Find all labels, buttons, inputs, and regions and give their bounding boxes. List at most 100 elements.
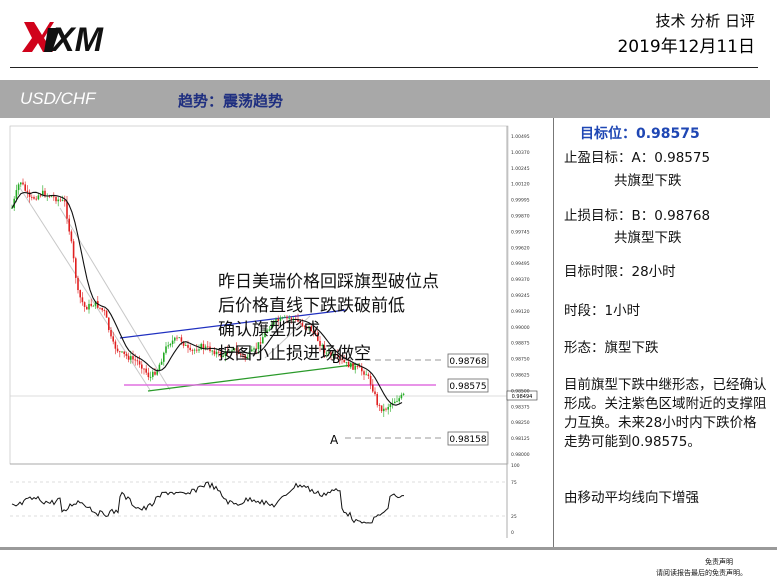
candle-body [235, 348, 238, 351]
candle-body [317, 333, 319, 341]
candle-body [321, 345, 323, 347]
candle-body [332, 354, 334, 357]
candle-body [279, 317, 282, 321]
candle-body [284, 316, 286, 318]
tag-a-zone-box [447, 378, 489, 393]
candle-body [94, 301, 97, 306]
oscillator-line [11, 481, 404, 524]
stop-loss: 止损目标：B：0.98768 [564, 208, 711, 224]
candle-body [180, 337, 183, 342]
candle-body [251, 349, 253, 352]
candle-body [42, 190, 44, 196]
report-date: 2019年12月11日 [617, 37, 755, 57]
price-tick-label: 0.99870 [511, 214, 530, 220]
candle-body [105, 310, 108, 318]
candle-body [231, 350, 233, 352]
logo-text: XM [50, 21, 104, 56]
fan-line-1 [59, 207, 171, 391]
price-tick-label: 0.99120 [511, 309, 530, 315]
candle-body [242, 354, 244, 356]
candle-body [233, 348, 235, 351]
stop-loss-note: 共旗型下跌 [614, 230, 682, 246]
price-tick-label: 1.00120 [511, 182, 530, 188]
price-tick-label: 0.99370 [511, 277, 530, 283]
candle-body [308, 326, 310, 328]
price-tick-label: 0.99000 [511, 325, 530, 331]
price-tick-label: 0.98625 [511, 373, 530, 379]
candle-body [81, 297, 84, 303]
pattern: 形态：旗型下跌 [564, 340, 659, 356]
take-profit-note: 共旗型下跌 [614, 173, 682, 189]
candle-body [361, 367, 363, 372]
candle-body [99, 307, 101, 309]
candle-body [244, 355, 246, 359]
candle-body [88, 303, 90, 310]
candle-body [189, 347, 191, 351]
candle-body [121, 351, 123, 353]
candle-body [204, 346, 207, 349]
candle-body [334, 354, 337, 356]
price-tick-label: 0.99620 [511, 245, 530, 251]
candle-body [257, 342, 260, 349]
candle-body [79, 290, 81, 298]
price-tick-label: 1.00245 [511, 166, 530, 172]
candle-body [314, 333, 317, 334]
candle-body [268, 329, 271, 331]
candle-body [110, 330, 112, 337]
candle-body [290, 318, 293, 320]
candle-body [66, 201, 68, 219]
candle-body [248, 351, 251, 358]
candle-body [145, 368, 147, 373]
candle-body [358, 366, 361, 368]
candle-body [398, 398, 400, 402]
candle-body [101, 307, 103, 311]
candle-body [328, 352, 330, 354]
candle-body [160, 361, 163, 365]
candle-body [341, 358, 343, 361]
candle-body [259, 342, 262, 344]
target-level: 目标位：0.98575 [580, 126, 700, 142]
candle-body [297, 318, 299, 322]
candle-body [343, 360, 345, 363]
candle-body [171, 340, 174, 344]
ma-note: 由移动平均线向下增强 [564, 490, 699, 506]
point-a-label: A [330, 433, 339, 447]
candle-body [286, 316, 288, 319]
candle-body [92, 305, 95, 307]
candle-body [83, 302, 86, 307]
timeframe: 时段：1小时 [564, 303, 641, 319]
candle-body [262, 337, 264, 344]
symbol-label: USD/CHF [20, 89, 96, 108]
candle-body [246, 357, 249, 359]
candle-body [165, 346, 167, 353]
candle-body [345, 361, 348, 363]
candle-body [185, 345, 187, 346]
price-axis-ticks: 1.00495 1.00370 1.00245 1.00120 0.99995 0.998… [511, 134, 530, 458]
candle-body [37, 195, 40, 200]
price-tick-label: 0.99995 [511, 198, 530, 204]
candle-body [125, 353, 128, 356]
candle-body [202, 343, 205, 349]
candle-body [112, 336, 114, 342]
candle-body [53, 196, 55, 198]
candle-body [191, 350, 194, 351]
candle-body [11, 207, 13, 209]
candle-body [86, 306, 88, 310]
candle-body [391, 403, 394, 405]
footer-divider [0, 547, 777, 550]
candle-body [55, 197, 57, 202]
candle-body [178, 337, 180, 339]
current-price-text: 0.98494 [512, 394, 533, 400]
chart-note: 昨日美瑞价格回踩旗型破位点 后价格直线下跌跌破前低 确认旗型形成 按图小止损进场… [218, 270, 439, 366]
candle-body [301, 323, 304, 326]
price-tick-label: 0.98500 [511, 388, 530, 394]
candle-body [374, 391, 376, 395]
candle-body [61, 200, 64, 202]
candle-body [44, 190, 46, 197]
candle-body [273, 320, 275, 325]
osc-tick-label: 75 [511, 480, 517, 486]
candle-body [367, 374, 370, 376]
tag-b-text: 0.98768 [449, 357, 486, 367]
candle-body [339, 355, 341, 359]
candle-body [264, 331, 266, 338]
